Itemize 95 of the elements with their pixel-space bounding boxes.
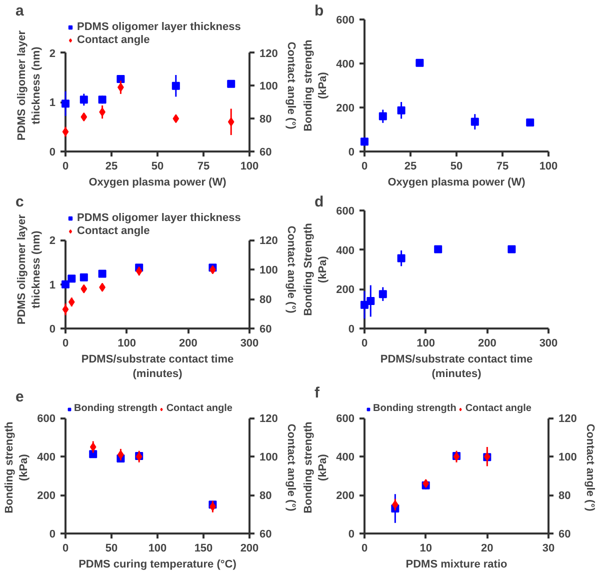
x-axis-title: Oxygen plasma power (W) xyxy=(388,176,526,188)
x-tick-label: 0 xyxy=(62,542,69,554)
x-tick-label: 0 xyxy=(62,338,69,350)
y2-tick-label: 120 xyxy=(558,413,577,426)
y-axis-title: Bonding Strength (kPa) xyxy=(302,222,330,316)
x-tick-label: 150 xyxy=(194,542,213,554)
x-axis-title: PDMS/substrate contact time (minutes) xyxy=(380,354,533,380)
x-tick-label: 50 xyxy=(450,160,463,172)
x-axis-title: PDMS curing temperature (°C) xyxy=(78,558,237,570)
x-tick-label: 50 xyxy=(151,160,164,172)
x-tick-label: 0 xyxy=(361,542,368,554)
y-tick-label: 200 xyxy=(336,284,355,296)
y-tick-label: 600 xyxy=(37,413,56,426)
y2-tick-label: 120 xyxy=(260,48,278,60)
y-axis-title: PDMS oligomer layer thickness (nm) xyxy=(16,214,42,325)
y-tick-label: 1 xyxy=(49,97,56,110)
y-tick-label: 200 xyxy=(336,102,355,114)
y2-tick-label: 80 xyxy=(260,490,272,502)
y-tick-label: 2 xyxy=(49,235,56,248)
x-tick-label: 0 xyxy=(62,160,69,172)
y2-tick-label: 120 xyxy=(260,235,278,248)
legend-label: Contact angle xyxy=(166,402,232,415)
y-tick-label: 0 xyxy=(348,324,355,336)
y-axis-title: PDMS oligomer layer thickness (nm) xyxy=(16,30,42,141)
y-tick-label: 400 xyxy=(336,452,355,464)
legend-label: PDMS oligomer layer thickness xyxy=(77,20,241,33)
chart-title: e xyxy=(16,388,24,406)
x-tick-label: 100 xyxy=(416,338,436,350)
y2-tick-label: 60 xyxy=(260,528,272,540)
y2-tick-label: 80 xyxy=(260,294,272,306)
x-tick-label: 10 xyxy=(420,542,432,554)
x-axis-title: PDMS mixture ratio xyxy=(406,558,508,570)
x-tick-label: 75 xyxy=(197,160,210,172)
x-tick-label: 0 xyxy=(361,160,368,172)
y-tick-label: 0 xyxy=(49,528,56,540)
x-tick-label: 100 xyxy=(539,160,558,172)
x-tick-label: 200 xyxy=(478,338,496,350)
y2-tick-label: 60 xyxy=(260,324,272,336)
legend-label: Contact angle xyxy=(77,224,150,237)
x-tick-label: 100 xyxy=(118,338,136,350)
y-tick-label: 2 xyxy=(49,48,56,60)
y-tick-label: 600 xyxy=(336,206,355,218)
chart-title: a xyxy=(16,2,24,20)
legend-label: Bonding strength xyxy=(74,402,158,415)
y-tick-label: 0 xyxy=(49,324,56,336)
x-tick-label: 300 xyxy=(539,338,558,350)
x-tick-label: 0 xyxy=(361,338,368,350)
y-axis-title: Bonding strength (kPa) xyxy=(302,39,330,132)
y-tick-label: 200 xyxy=(37,490,56,502)
legend-label: Contact angle xyxy=(465,402,532,415)
y2-tick-label: 60 xyxy=(558,528,571,540)
x-axis-title: PDMS/substrate contact time (minutes) xyxy=(81,354,234,380)
y-tick-label: 200 xyxy=(336,490,355,502)
y-tick-label: 400 xyxy=(37,452,56,464)
y2-tick-label: 80 xyxy=(558,490,571,502)
x-tick-label: 300 xyxy=(240,338,259,350)
y2-tick-label: 100 xyxy=(260,452,278,464)
y2-tick-label: 80 xyxy=(260,114,272,126)
y2-tick-label: 120 xyxy=(260,413,278,426)
y-tick-label: 600 xyxy=(336,413,355,426)
legend-label: Contact angle xyxy=(77,33,150,46)
legend-label: PDMS oligomer layer thickness xyxy=(77,211,241,224)
y-axis-title: Bonding strength (kPa) xyxy=(302,421,330,514)
chart-title: c xyxy=(16,194,24,210)
y-tick-label: 400 xyxy=(336,244,355,257)
chart-title: b xyxy=(314,2,324,20)
legend-label: Bonding strength xyxy=(373,402,456,415)
x-axis-title: Oxygen plasma power (W) xyxy=(88,176,227,188)
y2-tick-label: 100 xyxy=(260,264,278,277)
x-tick-label: 30 xyxy=(542,542,555,554)
x-tick-label: 100 xyxy=(148,542,167,554)
x-tick-label: 25 xyxy=(404,160,417,172)
y-tick-label: 1 xyxy=(49,279,56,292)
y2-tick-label: 60 xyxy=(260,146,272,158)
x-tick-label: 20 xyxy=(481,542,494,554)
x-tick-label: 50 xyxy=(105,542,118,554)
chart-title: d xyxy=(314,194,324,210)
y2-axis-title: Contact angle (°) xyxy=(284,226,297,314)
x-tick-label: 100 xyxy=(240,160,259,172)
y2-tick-label: 100 xyxy=(260,80,278,93)
y-tick-label: 0 xyxy=(49,146,56,158)
x-tick-label: 200 xyxy=(178,338,198,350)
chart-title: f xyxy=(314,384,320,402)
y2-axis-title: Contact angle (°) xyxy=(284,42,297,130)
y-tick-label: 0 xyxy=(348,528,355,540)
x-tick-label: 75 xyxy=(496,160,509,172)
y2-tick-label: 100 xyxy=(558,452,577,464)
x-tick-label: 200 xyxy=(240,542,259,554)
y-tick-label: 0 xyxy=(348,146,355,158)
y2-axis-title: Contact angle (°) xyxy=(584,424,596,512)
y2-axis-title: Contact angle (°) xyxy=(284,424,297,512)
y-tick-label: 400 xyxy=(336,58,355,70)
y-tick-label: 600 xyxy=(336,14,355,26)
x-tick-label: 25 xyxy=(105,160,118,172)
y-axis-title: Bonding strength (kPa) xyxy=(4,421,30,514)
